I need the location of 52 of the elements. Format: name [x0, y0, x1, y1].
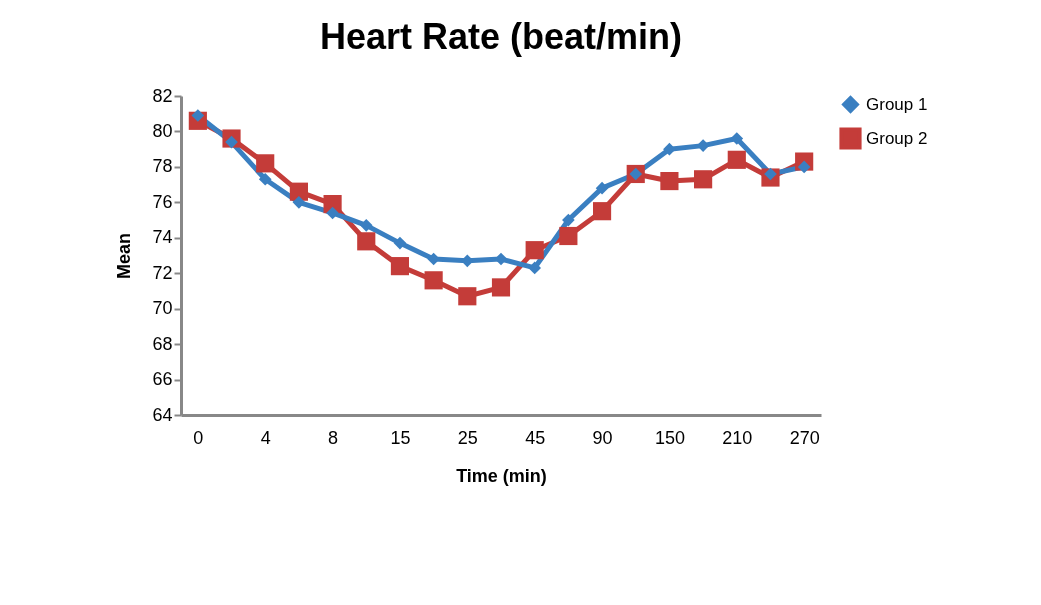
point: [359, 219, 373, 232]
point: [663, 142, 676, 156]
point: [528, 261, 542, 275]
chart-title: Heart Rate (beat/min): [319, 16, 683, 57]
point: [256, 154, 275, 173]
x-tick-label: 8: [328, 427, 339, 448]
point: [592, 202, 612, 221]
point: [525, 241, 544, 260]
point: [562, 213, 575, 227]
x-tick-label: 270: [789, 427, 820, 448]
y-tick-label: 74: [152, 227, 173, 248]
point: [424, 271, 443, 290]
point: [458, 287, 477, 306]
x-tick-label: 25: [457, 427, 478, 448]
point: [357, 232, 376, 251]
y-tick-label: 82: [152, 85, 173, 106]
x-tick-label: 4: [260, 427, 271, 448]
point: [326, 206, 339, 220]
x-tick-label: 45: [525, 427, 546, 448]
x-axis-title: Time (min): [456, 465, 547, 486]
x-tick-label: 90: [592, 427, 613, 448]
y-axis-title: Mean: [114, 232, 135, 280]
point: [289, 182, 308, 201]
y-tick-label: 80: [152, 120, 173, 141]
x-tick-label: 15: [390, 427, 411, 448]
point: [491, 278, 511, 297]
y-tick-label: 68: [152, 333, 173, 354]
point: [258, 172, 272, 186]
point: [390, 257, 410, 276]
x-tick-label: 150: [654, 427, 685, 448]
point: [727, 150, 746, 169]
y-tick-label: 66: [152, 369, 173, 390]
x-tick-label: 210: [722, 427, 753, 448]
point: [660, 171, 679, 191]
point: [730, 132, 744, 145]
legend-label: Group 2: [866, 128, 928, 148]
point: [292, 196, 306, 209]
point: [323, 195, 342, 214]
x-tick-label: 0: [193, 427, 204, 448]
legend-label: Group 1: [866, 94, 928, 114]
y-tick-label: 64: [152, 404, 173, 425]
y-tick-label: 78: [152, 156, 173, 177]
point: [694, 170, 713, 189]
point: [696, 139, 710, 152]
point: [559, 226, 578, 246]
y-tick-label: 70: [152, 298, 173, 319]
point: [427, 252, 440, 266]
point: [393, 236, 407, 250]
point: [494, 252, 508, 266]
y-tick-label: 76: [152, 191, 173, 212]
y-tick-label: 72: [152, 262, 173, 283]
point: [595, 181, 609, 195]
